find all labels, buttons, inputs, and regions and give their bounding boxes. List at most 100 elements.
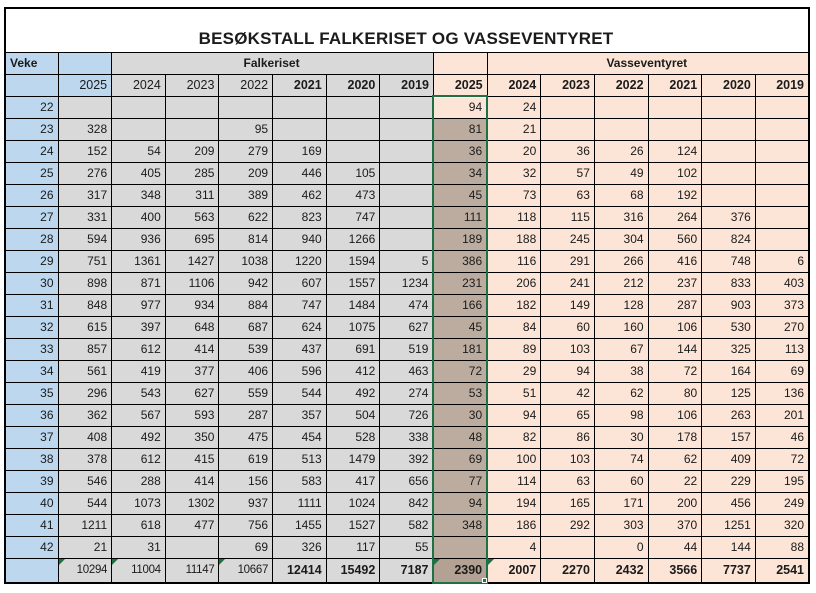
cell-falkeriset-2025-w23[interactable]: 328 <box>57 117 113 141</box>
cell-vasseventyret-2024-w37[interactable]: 82 <box>486 425 542 449</box>
cell-vasseventyret-2022-w27[interactable]: 316 <box>593 205 649 229</box>
cell-vasseventyret-2023-w38[interactable]: 103 <box>540 447 595 471</box>
cell-falkeriset-2023-w37[interactable]: 350 <box>164 425 220 449</box>
group-header-vasseventyret[interactable]: Vasseventyret <box>486 51 810 75</box>
cell-falkeriset-2020-w39[interactable]: 417 <box>325 469 381 493</box>
cell-falkeriset-2020-w41[interactable]: 1527 <box>325 513 381 537</box>
cell-vasseventyret-2025-w24[interactable]: 36 <box>432 139 489 163</box>
cell-falkeriset-2023-w34[interactable]: 377 <box>164 359 220 383</box>
cell-vasseventyret-2022-w38[interactable]: 74 <box>593 447 649 471</box>
year-header-vasseventyret-2024[interactable]: 2024 <box>486 73 542 97</box>
cell-vasseventyret-2019-w38[interactable]: 72 <box>754 447 810 471</box>
cell-falkeriset-2021-w39[interactable]: 583 <box>272 469 327 493</box>
cell-vasseventyret-2023-w29[interactable]: 291 <box>540 249 595 273</box>
cell-falkeriset-2023-w39[interactable]: 414 <box>164 469 220 493</box>
cell-falkeriset-2023-w27[interactable]: 563 <box>164 205 220 229</box>
cell-falkeriset-2019-w39[interactable]: 656 <box>379 469 434 493</box>
cell-vasseventyret-2024-w24[interactable]: 20 <box>486 139 542 163</box>
cell-falkeriset-2022-w33[interactable]: 539 <box>218 337 274 361</box>
cell-vasseventyret-2020-w29[interactable]: 748 <box>701 249 756 273</box>
cell-falkeriset-2023-w30[interactable]: 1106 <box>164 271 220 295</box>
cell-vasseventyret-2023-w32[interactable]: 60 <box>540 315 595 339</box>
cell-vasseventyret-2024-w40[interactable]: 194 <box>486 491 542 515</box>
cell-vasseventyret-2025-w26[interactable]: 45 <box>432 183 489 207</box>
cell-falkeriset-2024-w24[interactable]: 54 <box>111 139 166 163</box>
cell-vasseventyret-2019-w26[interactable] <box>754 183 810 207</box>
cell-vasseventyret-2021-w32[interactable]: 106 <box>647 315 703 339</box>
cell-vasseventyret-2021-w23[interactable] <box>647 117 703 141</box>
cell-falkeriset-2024-w30[interactable]: 871 <box>111 271 166 295</box>
cell-vasseventyret-2020-w32[interactable]: 530 <box>701 315 756 339</box>
cell-vasseventyret-2024-w38[interactable]: 100 <box>486 447 542 471</box>
cell-falkeriset-2021-w23[interactable] <box>272 117 327 141</box>
cell-falkeriset-2020-w37[interactable]: 528 <box>325 425 381 449</box>
total-vasseventyret-2023[interactable]: 2270 <box>540 557 595 584</box>
cell-vasseventyret-2020-w41[interactable]: 1251 <box>701 513 756 537</box>
cell-falkeriset-2021-w32[interactable]: 624 <box>272 315 327 339</box>
cell-falkeriset-2025-w28[interactable]: 594 <box>57 227 113 251</box>
cell-falkeriset-2020-w25[interactable]: 105 <box>325 161 381 185</box>
week-cell-26[interactable]: 26 <box>4 183 59 207</box>
cell-vasseventyret-2024-w30[interactable]: 206 <box>486 271 542 295</box>
cell-vasseventyret-2024-w31[interactable]: 182 <box>486 293 542 317</box>
cell-vasseventyret-2023-w39[interactable]: 63 <box>540 469 595 493</box>
cell-vasseventyret-2022-w23[interactable] <box>593 117 649 141</box>
cell-vasseventyret-2019-w42[interactable]: 88 <box>754 535 810 559</box>
cell-falkeriset-2024-w29[interactable]: 1361 <box>111 249 166 273</box>
cell-falkeriset-2025-w40[interactable]: 544 <box>57 491 113 515</box>
cell-vasseventyret-2023-w37[interactable]: 86 <box>540 425 595 449</box>
cell-vasseventyret-2023-w26[interactable]: 63 <box>540 183 595 207</box>
cell-falkeriset-2021-w24[interactable]: 169 <box>272 139 327 163</box>
week-cell-38[interactable]: 38 <box>4 447 59 471</box>
cell-vasseventyret-2024-w25[interactable]: 32 <box>486 161 542 185</box>
cell-falkeriset-2021-w22[interactable] <box>272 95 327 119</box>
cell-vasseventyret-2021-w27[interactable]: 264 <box>647 205 703 229</box>
cell-vasseventyret-2025-w33[interactable]: 181 <box>432 337 489 361</box>
cell-vasseventyret-2025-w42[interactable] <box>432 535 489 559</box>
cell-falkeriset-2019-w40[interactable]: 842 <box>379 491 434 515</box>
cell-falkeriset-2022-w26[interactable]: 389 <box>218 183 274 207</box>
cell-vasseventyret-2025-w37[interactable]: 48 <box>432 425 489 449</box>
cell-vasseventyret-2022-w41[interactable]: 303 <box>593 513 649 537</box>
cell-falkeriset-2023-w38[interactable]: 415 <box>164 447 220 471</box>
cell-falkeriset-2021-w41[interactable]: 1455 <box>272 513 327 537</box>
cell-vasseventyret-2019-w30[interactable]: 403 <box>754 271 810 295</box>
cell-vasseventyret-2021-w25[interactable]: 102 <box>647 161 703 185</box>
total-falkeriset-2022[interactable]: 10667 <box>218 557 274 584</box>
cell-vasseventyret-2019-w23[interactable] <box>754 117 810 141</box>
cell-vasseventyret-2021-w26[interactable]: 192 <box>647 183 703 207</box>
cell-vasseventyret-2023-w28[interactable]: 245 <box>540 227 595 251</box>
cell-vasseventyret-2023-w41[interactable]: 292 <box>540 513 595 537</box>
cell-vasseventyret-2022-w24[interactable]: 26 <box>593 139 649 163</box>
year-header-falkeriset-2025[interactable]: 2025 <box>57 73 113 97</box>
cell-vasseventyret-2025-w38[interactable]: 69 <box>432 447 489 471</box>
cell-falkeriset-2025-w26[interactable]: 317 <box>57 183 113 207</box>
cell-falkeriset-2025-w35[interactable]: 296 <box>57 381 113 405</box>
week-cell-29[interactable]: 29 <box>4 249 59 273</box>
cell-vasseventyret-2023-w34[interactable]: 94 <box>540 359 595 383</box>
cell-falkeriset-2024-w39[interactable]: 288 <box>111 469 166 493</box>
cell-falkeriset-2025-w25[interactable]: 276 <box>57 161 113 185</box>
week-cell-37[interactable]: 37 <box>4 425 59 449</box>
cell-vasseventyret-2023-w27[interactable]: 115 <box>540 205 595 229</box>
cell-falkeriset-2020-w29[interactable]: 1594 <box>325 249 381 273</box>
cell-falkeriset-2022-w34[interactable]: 406 <box>218 359 274 383</box>
year-header-vasseventyret-2021[interactable]: 2021 <box>647 73 703 97</box>
year-header-falkeriset-2023[interactable]: 2023 <box>164 73 220 97</box>
week-cell-40[interactable]: 40 <box>4 491 59 515</box>
cell-vasseventyret-2024-w42[interactable]: 4 <box>486 535 542 559</box>
cell-falkeriset-2019-w27[interactable] <box>379 205 434 229</box>
cell-falkeriset-2022-w23[interactable]: 95 <box>218 117 274 141</box>
group-spacer-vasseventyret-2025[interactable] <box>432 51 488 75</box>
cell-falkeriset-2022-w29[interactable]: 1038 <box>218 249 274 273</box>
cell-falkeriset-2019-w30[interactable]: 1234 <box>379 271 434 295</box>
cell-falkeriset-2023-w40[interactable]: 1302 <box>164 491 220 515</box>
cell-vasseventyret-2020-w23[interactable] <box>701 117 756 141</box>
cell-vasseventyret-2024-w33[interactable]: 89 <box>486 337 542 361</box>
cell-falkeriset-2020-w32[interactable]: 1075 <box>325 315 381 339</box>
week-cell-22[interactable]: 22 <box>4 95 59 119</box>
cell-falkeriset-2024-w36[interactable]: 567 <box>111 403 166 427</box>
group-spacer-falkeriset-2025[interactable] <box>57 51 113 75</box>
cell-falkeriset-2023-w22[interactable] <box>164 95 220 119</box>
cell-falkeriset-2021-w35[interactable]: 544 <box>272 381 327 405</box>
